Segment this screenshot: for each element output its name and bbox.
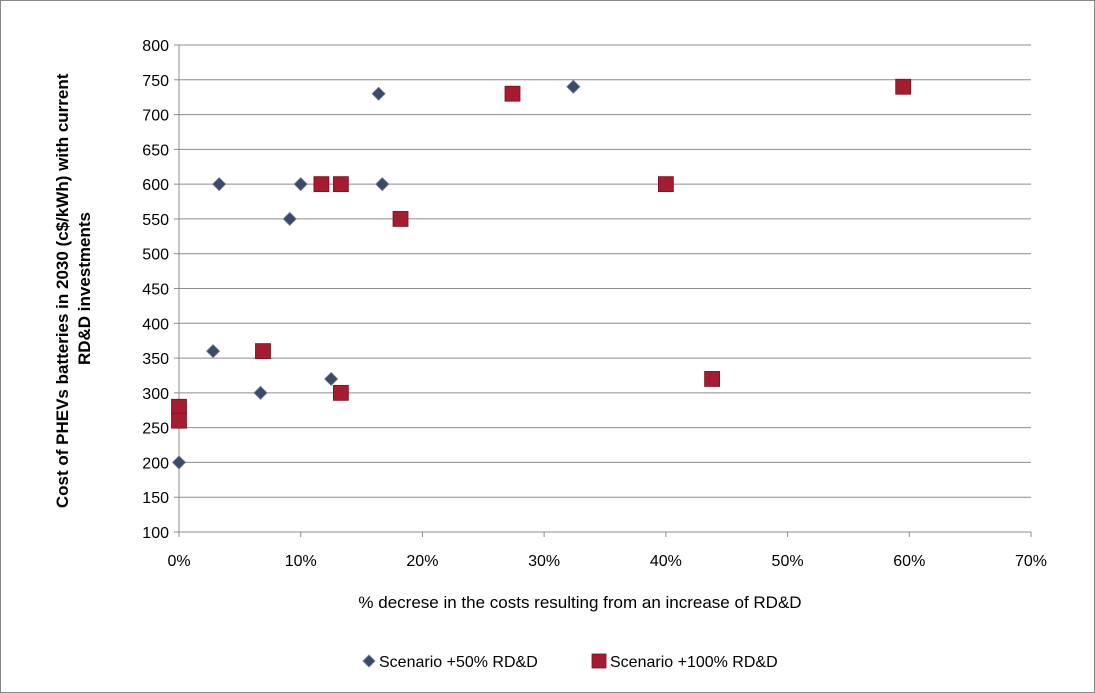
data-point-series-1 xyxy=(171,455,187,470)
data-point-series-2 xyxy=(332,384,349,401)
y-tick-label: 700 xyxy=(142,108,169,125)
data-point-series-1 xyxy=(324,371,339,387)
data-point-series-2 xyxy=(895,78,912,95)
data-point-series-2 xyxy=(657,176,674,193)
x-tick-label: 20% xyxy=(406,553,438,570)
y-tick-label: 250 xyxy=(142,421,169,438)
data-point-series-1 xyxy=(566,79,581,94)
legend-marker-series-2 xyxy=(591,653,607,669)
x-axis-title: % decrese in the costs resulting from an… xyxy=(358,593,801,612)
y-tick-label: 100 xyxy=(142,525,169,542)
data-point-series-1 xyxy=(253,385,268,400)
y-axis-title-line-2: RD&D investments xyxy=(75,212,94,365)
axes xyxy=(174,44,1032,537)
data-point-series-1 xyxy=(282,211,297,226)
data-point-series-2 xyxy=(332,176,349,193)
data-point-series-1 xyxy=(293,177,308,192)
y-tick-labels: 100 150 200 250 300 350 400 450 500 550 600 650 700 7… xyxy=(142,38,169,542)
y-axis-title: Cost of PHEVs batteries in 2030 (c$/kWh)… xyxy=(53,69,94,508)
data-point-series-2 xyxy=(255,343,271,360)
y-tick-label: 550 xyxy=(142,212,169,229)
y-tick-label: 750 xyxy=(142,73,169,90)
data-points xyxy=(171,78,912,470)
y-tick-label: 200 xyxy=(142,455,169,472)
x-tick-label: 50% xyxy=(772,553,804,570)
legend-square-icon xyxy=(591,653,607,669)
y-axis-title-line-1: Cost of PHEVs batteries in 2030 (c$/kWh)… xyxy=(53,73,72,508)
data-point-series-2 xyxy=(171,398,187,415)
x-tick-label: 40% xyxy=(650,553,682,570)
data-point-series-2 xyxy=(704,371,721,387)
legend-marker-series-1 xyxy=(362,654,376,668)
y-tick-label: 650 xyxy=(142,142,169,159)
y-tick-label: 800 xyxy=(142,38,169,55)
x-tick-labels: 0% 10% 20% 30% 40% 50% 60% 70% xyxy=(167,553,1047,570)
legend-label-series-1: Scenario +50% RD&D xyxy=(379,654,538,671)
data-point-series-2 xyxy=(392,211,409,227)
data-point-series-1 xyxy=(212,177,227,192)
data-point-series-2 xyxy=(313,176,330,193)
data-point-series-2 xyxy=(171,412,187,429)
y-tick-label: 350 xyxy=(142,351,169,368)
data-point-series-1 xyxy=(206,344,221,359)
y-tick-label: 300 xyxy=(142,386,169,403)
legend-label-series-2: Scenario +100% RD&D xyxy=(610,654,778,671)
data-point-series-1 xyxy=(371,86,386,101)
gridlines xyxy=(179,44,1031,498)
x-tick-label: 10% xyxy=(285,553,317,570)
x-tick-label: 70% xyxy=(1015,553,1047,570)
data-point-series-2 xyxy=(504,85,521,102)
data-point-series-1 xyxy=(375,177,390,192)
y-tick-label: 500 xyxy=(142,247,169,264)
y-tick-label: 400 xyxy=(142,316,169,333)
legend: Scenario +50% RD&D Scenario +100% RD&D xyxy=(362,653,778,671)
y-tick-label: 150 xyxy=(142,490,169,507)
legend-diamond-icon xyxy=(362,654,376,668)
x-tick-label: 30% xyxy=(528,553,560,570)
x-tick-label: 0% xyxy=(167,553,190,570)
x-tick-label: 60% xyxy=(893,553,925,570)
y-tick-label: 600 xyxy=(142,177,169,194)
y-tick-label: 450 xyxy=(142,282,169,299)
